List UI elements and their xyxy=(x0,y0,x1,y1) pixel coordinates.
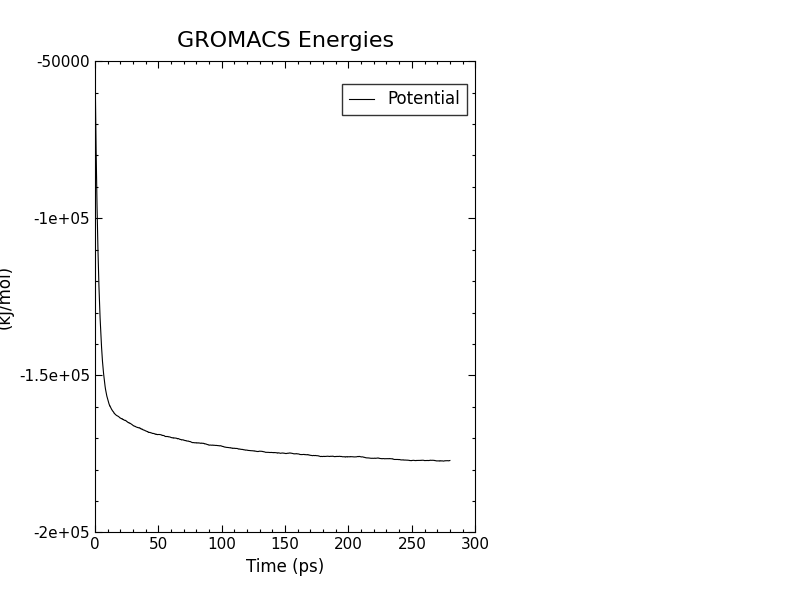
Potential xyxy=(382,455,391,462)
Potential xyxy=(226,444,235,452)
Line: Potential: Potential xyxy=(95,67,450,461)
Potential xyxy=(90,64,100,71)
Potential xyxy=(439,457,448,465)
Potential xyxy=(321,453,330,460)
Legend: Potential: Potential xyxy=(342,84,466,115)
X-axis label: Time (ps): Time (ps) xyxy=(246,558,324,576)
Potential xyxy=(303,451,313,458)
Potential xyxy=(355,453,364,460)
Title: GROMACS Energies: GROMACS Energies xyxy=(177,31,394,51)
Potential xyxy=(154,431,164,438)
Y-axis label: (kJ/mol): (kJ/mol) xyxy=(0,265,13,329)
Potential xyxy=(445,457,455,465)
